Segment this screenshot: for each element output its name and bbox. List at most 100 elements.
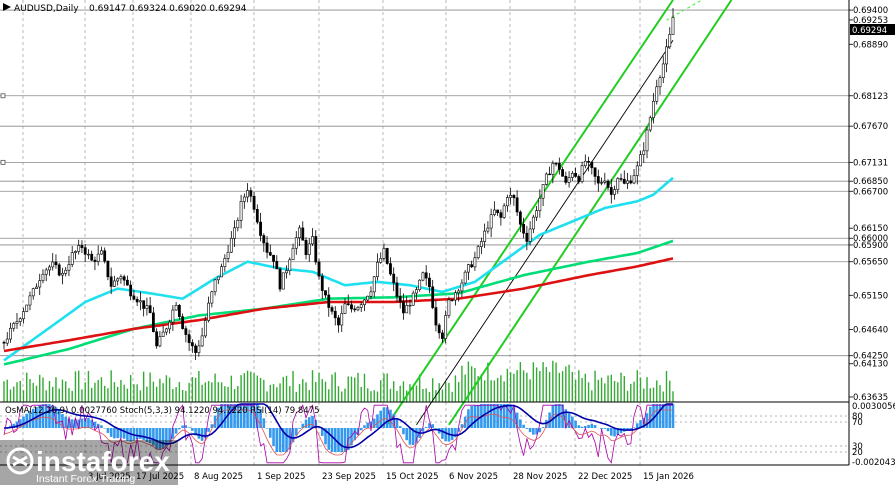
osma-bar <box>90 419 93 428</box>
candle-body <box>428 277 431 288</box>
horizontal-levels <box>0 9 849 357</box>
osma-bar <box>486 404 490 428</box>
candle-body <box>116 278 120 282</box>
osma-bar <box>57 410 61 428</box>
candle-body <box>171 309 175 323</box>
osma-bar <box>580 426 584 428</box>
candle-body <box>671 17 675 35</box>
dropdown-triangle-icon[interactable] <box>3 3 11 11</box>
candle-body <box>327 294 331 308</box>
candle-body <box>658 77 662 88</box>
candle-body <box>434 307 438 326</box>
candle-body <box>311 236 314 245</box>
candle-body <box>587 160 590 163</box>
osc-tick-label: -0.002043 <box>852 458 895 468</box>
x-tick-label: 6 Nov 2025 <box>449 472 498 482</box>
osma-bar <box>126 428 129 441</box>
osma-bar <box>64 416 68 428</box>
candle-body <box>505 197 509 207</box>
osma-bar <box>178 428 181 430</box>
osma-bar <box>629 428 633 431</box>
candle-body <box>44 269 48 275</box>
osma-bar <box>502 404 506 428</box>
candle-body <box>359 304 363 308</box>
osma-bar <box>200 428 204 441</box>
candlesticks <box>2 8 675 360</box>
candle-body <box>512 194 516 199</box>
osma-bar <box>230 404 233 428</box>
candle-body <box>402 301 405 314</box>
candle-body <box>220 266 223 278</box>
candle-body <box>645 129 649 152</box>
candle-body <box>155 331 159 347</box>
candle-body <box>616 178 620 190</box>
candle-body <box>265 242 269 253</box>
osma-bar <box>493 404 496 428</box>
candle-body <box>431 286 435 308</box>
x-tick-label: 22 Dec 2025 <box>578 472 632 482</box>
y-tick-label: 0.64640 <box>853 326 888 336</box>
moving-averages <box>3 176 674 366</box>
candle-body <box>450 299 454 301</box>
candle-body <box>411 292 415 306</box>
candle-body <box>268 252 272 256</box>
candle-body <box>194 345 198 353</box>
osma-bar <box>606 428 610 432</box>
osma-bar <box>366 422 370 428</box>
candle-body <box>35 286 38 290</box>
candle-body <box>340 313 344 326</box>
osma-bar <box>489 404 493 428</box>
candle-body <box>593 167 597 177</box>
osma-bar <box>74 419 77 428</box>
candle-body <box>376 262 379 278</box>
candle-body <box>223 258 227 267</box>
osma-bar <box>223 404 227 428</box>
osma-bar <box>665 404 668 428</box>
candle-body <box>259 221 262 236</box>
osma-bar <box>265 428 269 429</box>
osma-bar <box>632 427 636 428</box>
oscillator-panel <box>0 403 849 464</box>
candle-body <box>363 299 366 305</box>
candle-body <box>298 227 301 239</box>
osma-bar <box>535 428 538 435</box>
candle-body <box>320 275 324 291</box>
time-axis: 3 Jul 2025 17 Jul 2025 8 Aug 2025 1 Sep 202… <box>88 472 694 482</box>
osma-bar <box>220 404 223 428</box>
osma-bar <box>353 428 357 441</box>
osma-bar <box>320 428 324 436</box>
osma-bar <box>119 428 123 438</box>
osma-bar <box>609 428 613 436</box>
candle-body <box>369 291 373 297</box>
osma-bar <box>356 428 360 436</box>
osma-bar <box>22 416 25 428</box>
osma-bar <box>233 404 236 428</box>
osma-bar <box>408 428 412 445</box>
osma-bar <box>593 425 597 428</box>
osc-tick-label: 30 <box>852 442 863 452</box>
candle-body <box>382 248 386 259</box>
osma-bar <box>210 424 214 428</box>
osma-bar <box>148 428 152 444</box>
osma-bar <box>80 418 84 428</box>
candle-body <box>278 268 282 290</box>
logo-name: instaforex <box>36 446 170 477</box>
candle-body <box>385 248 389 264</box>
y-tick-label: 0.69253 <box>853 16 888 26</box>
channel-line <box>448 0 733 426</box>
candle-body <box>538 197 542 211</box>
osma-bar <box>262 418 266 428</box>
candle-body <box>158 336 162 347</box>
candle-body <box>609 187 613 195</box>
osma-bar <box>441 428 444 439</box>
candle-body <box>61 273 64 276</box>
osma-bar <box>574 420 577 428</box>
candle-body <box>83 247 87 255</box>
osma-bar <box>639 420 642 428</box>
osma-bar <box>379 410 383 428</box>
y-tick-label: 0.65900 <box>853 241 888 251</box>
candle-body <box>164 328 168 333</box>
candle-body <box>629 180 633 184</box>
candle-body <box>337 317 340 326</box>
